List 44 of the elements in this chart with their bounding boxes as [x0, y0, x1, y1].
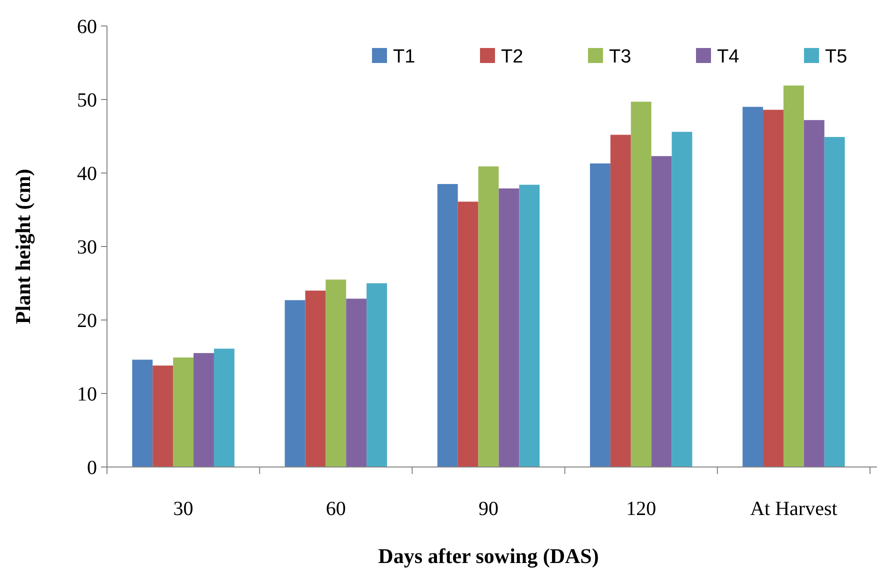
bar [804, 120, 824, 467]
bar [326, 280, 346, 467]
y-tick-label: 0 [87, 457, 97, 479]
bar [214, 348, 234, 467]
bar [437, 184, 458, 467]
x-tick-label: 30 [173, 498, 194, 520]
bar [458, 202, 478, 467]
bar [284, 300, 306, 467]
bar [152, 366, 174, 467]
y-tick-label: 60 [77, 16, 97, 38]
bar [498, 188, 520, 467]
bar [590, 163, 610, 467]
y-axis-title: Plant height (cm) [11, 168, 35, 324]
legend-label: T2 [501, 46, 524, 68]
bar [610, 134, 631, 467]
x-tick-label: 120 [626, 498, 656, 520]
bar [742, 106, 764, 467]
x-tick-label: At Harvest [750, 498, 838, 520]
legend-label: T3 [609, 46, 632, 68]
legend-label: T1 [393, 46, 416, 68]
x-tick-label: 90 [478, 498, 498, 520]
x-axis-title: Days after sowing (DAS) [378, 544, 599, 568]
bar [824, 136, 845, 467]
y-tick-label: 20 [77, 310, 97, 332]
bar [346, 298, 367, 467]
x-tick-label: 60 [326, 498, 346, 520]
bar [366, 283, 388, 467]
bar [173, 357, 194, 467]
bar [651, 156, 672, 467]
bar [305, 290, 326, 467]
bar [194, 353, 214, 467]
bar [763, 110, 784, 467]
y-tick-label: 50 [77, 90, 97, 112]
bar [132, 360, 153, 467]
bar [519, 184, 540, 467]
bar [478, 166, 499, 467]
legend-label: T5 [825, 46, 848, 68]
y-tick-label: 40 [77, 163, 97, 185]
y-tick-label: 30 [77, 236, 97, 258]
legend-label: T4 [717, 46, 740, 68]
y-tick-label: 10 [77, 384, 97, 406]
bar [783, 86, 804, 467]
bar [672, 132, 692, 467]
bar [630, 102, 652, 467]
